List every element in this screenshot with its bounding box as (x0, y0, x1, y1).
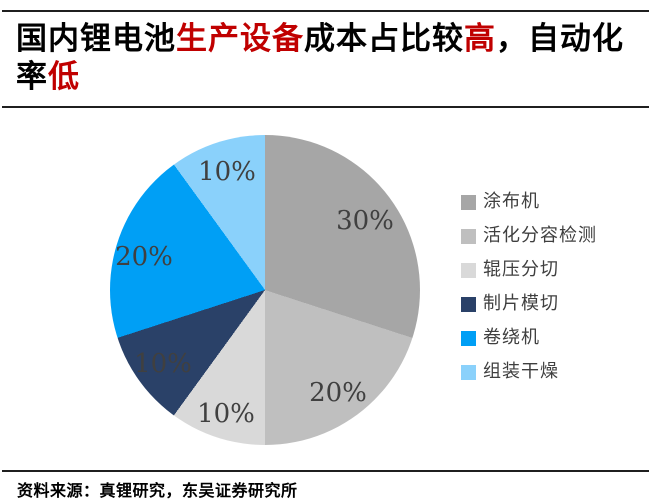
legend-swatch-icon (461, 194, 476, 210)
slice-label-huohua: 20% (309, 378, 367, 408)
title-segment: 国内锂电池 (16, 21, 176, 57)
slice-label-tubuji: 30% (336, 206, 394, 236)
legend-swatch-icon (461, 364, 476, 380)
legend-label: 组装干燥 (483, 361, 559, 382)
legend-swatch-icon (461, 262, 476, 278)
legend-item: 组装干燥 (461, 355, 597, 389)
legend-swatch-icon (461, 296, 476, 312)
legend-swatch-icon (461, 330, 476, 346)
title-underline-divider (2, 106, 649, 108)
title-segment: ，自动化 (496, 21, 624, 57)
legend-label: 涂布机 (483, 191, 540, 212)
page-title: 国内锂电池生产设备成本占比较高，自动化率低 (16, 20, 631, 96)
slice-label-zhipian: 10% (134, 349, 192, 379)
legend-item: 涂布机 (461, 185, 597, 219)
pie-chart (110, 135, 420, 445)
slice-label-gunya: 10% (197, 399, 255, 429)
legend-item: 卷绕机 (461, 321, 597, 355)
title-segment-highlight: 低 (48, 59, 80, 95)
legend-item: 制片模切 (461, 287, 597, 321)
source-note: 资料来源：真锂研究，东吴证券研究所 (17, 481, 298, 500)
title-segment: 率 (16, 59, 48, 95)
footer-divider (2, 470, 649, 472)
legend-label: 辊压分切 (483, 259, 559, 280)
legend-item: 辊压分切 (461, 253, 597, 287)
title-segment: 成本占比较 (304, 21, 464, 57)
legend-label: 制片模切 (483, 293, 559, 314)
title-segment-highlight: 生产设备 (176, 21, 304, 57)
legend-label: 卷绕机 (483, 327, 540, 348)
slice-label-zuzhuang: 10% (198, 157, 256, 187)
legend-label: 活化分容检测 (483, 225, 597, 246)
slice-label-juanrao: 20% (115, 242, 173, 272)
legend-swatch-icon (461, 228, 476, 244)
legend-item: 活化分容检测 (461, 219, 597, 253)
top-divider (2, 10, 649, 12)
legend: 涂布机 活化分容检测 辊压分切 制片模切 卷绕机 组装干燥 (461, 185, 597, 389)
title-segment-highlight: 高 (464, 21, 496, 57)
